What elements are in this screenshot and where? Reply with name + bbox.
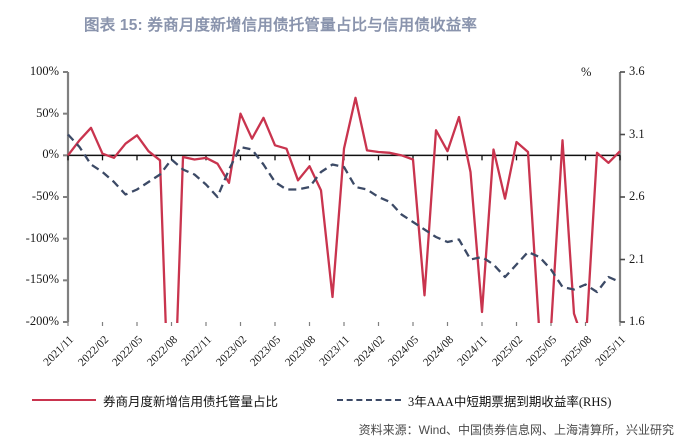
left-axis-tick-5: -150% [25,272,59,287]
right-axis-tick-2: 2.6 [629,189,645,203]
legend-swatch-solid-line [32,399,96,401]
right-axis-tick-1: 3.1 [629,126,645,141]
left-axis-tick-2: 0% [42,147,59,162]
legend-item-series2: 3年AAA中短期票据到期收益率(RHS) [337,389,611,411]
chart-source-note: 资料来源：Wind、中国债券信息网、上海清算所，兴业研究 [358,423,674,437]
left-axis-tick-0: 100% [29,64,59,78]
legend-label-series2: 3年AAA中短期票据到期收益率(RHS) [408,394,612,409]
left-axis-tick-3: -50% [31,189,59,203]
right-axis-tick-3: 2.1 [629,251,645,266]
legend-item-series1: 券商月度新增信用债托管量占比 [32,389,278,411]
legend-swatch-dashed-line [337,399,401,401]
series-line-1 [67,96,621,323]
left-axis-tick-4: -100% [25,230,59,245]
chart-title: 图表 15: 券商月度新增信用债托管量占比与信用债收益率 [84,17,478,34]
right-axis-tick-4: 1.6 [629,314,645,328]
series-line-2 [67,133,621,294]
legend-label-series1: 券商月度新增信用债托管量占比 [103,394,279,409]
chart-legend: 券商月度新增信用债托管量占比 3年AAA中短期票据到期收益率(RHS) [0,389,692,411]
right-axis-unit-label: % [581,65,592,79]
left-axis-tick-6: -200% [25,314,59,328]
left-axis-tick-1: 50% [36,105,59,120]
right-axis-tick-0: 3.6 [629,64,645,78]
